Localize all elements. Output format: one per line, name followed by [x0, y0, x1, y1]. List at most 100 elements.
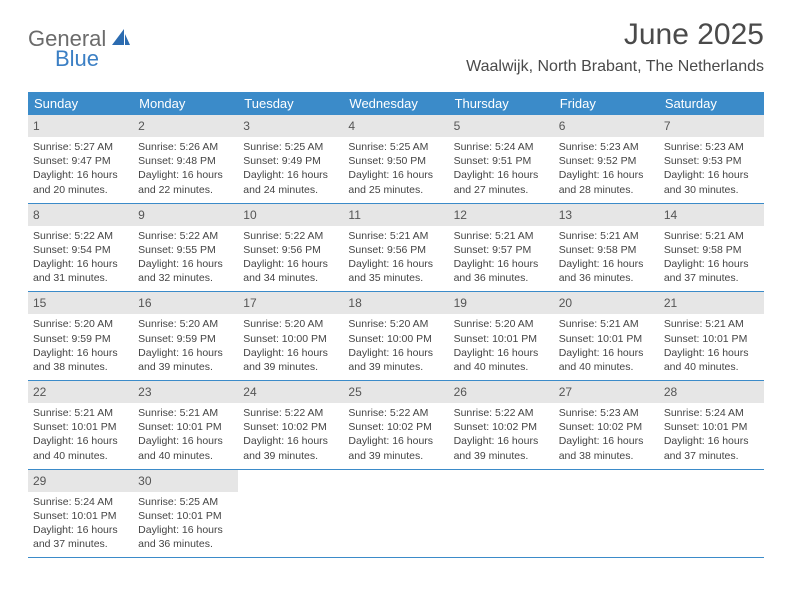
- day-number: 16: [138, 296, 151, 310]
- day-info-line: Daylight: 16 hours: [138, 346, 233, 360]
- day-info-line: and 31 minutes.: [33, 271, 128, 285]
- day-info-line: and 37 minutes.: [664, 449, 759, 463]
- day-info-line: Sunset: 9:58 PM: [559, 243, 654, 257]
- day-number: 17: [243, 296, 256, 310]
- day-number-row: 13: [554, 204, 659, 226]
- day-info-line: and 39 minutes.: [243, 360, 338, 374]
- day-info-line: Sunrise: 5:22 AM: [33, 229, 128, 243]
- day-number: 2: [138, 119, 145, 133]
- logo: General Blue: [28, 26, 131, 52]
- day-number-row: 5: [449, 115, 554, 137]
- day-number-row: 14: [659, 204, 764, 226]
- day-info-line: and 24 minutes.: [243, 183, 338, 197]
- day-info-line: Daylight: 16 hours: [664, 434, 759, 448]
- day-cell: 13Sunrise: 5:21 AMSunset: 9:58 PMDayligh…: [554, 204, 659, 292]
- day-info-line: and 39 minutes.: [348, 360, 443, 374]
- day-number-row: 4: [343, 115, 448, 137]
- day-info-line: Sunset: 10:01 PM: [664, 420, 759, 434]
- day-info-line: Daylight: 16 hours: [138, 523, 233, 537]
- day-number: 8: [33, 208, 40, 222]
- day-info-line: and 35 minutes.: [348, 271, 443, 285]
- day-cell: 20Sunrise: 5:21 AMSunset: 10:01 PMDaylig…: [554, 292, 659, 380]
- day-number: 7: [664, 119, 671, 133]
- day-info-line: Sunset: 9:52 PM: [559, 154, 654, 168]
- weekday-header: Friday: [554, 92, 659, 115]
- day-info-line: and 38 minutes.: [559, 449, 654, 463]
- day-cell: 4Sunrise: 5:25 AMSunset: 9:50 PMDaylight…: [343, 115, 448, 203]
- day-info-line: Sunset: 9:59 PM: [138, 332, 233, 346]
- day-info-line: Sunset: 10:02 PM: [348, 420, 443, 434]
- day-info-line: Daylight: 16 hours: [348, 257, 443, 271]
- day-info-line: and 36 minutes.: [454, 271, 549, 285]
- day-info-line: and 37 minutes.: [664, 271, 759, 285]
- header: General Blue June 2025 Waalwijk, North B…: [0, 0, 792, 82]
- day-info-line: and 39 minutes.: [138, 360, 233, 374]
- day-cell: 2Sunrise: 5:26 AMSunset: 9:48 PMDaylight…: [133, 115, 238, 203]
- day-info-line: Sunset: 10:02 PM: [454, 420, 549, 434]
- day-number-row: 12: [449, 204, 554, 226]
- logo-text-blue: Blue: [55, 46, 99, 72]
- day-number-row: 29: [28, 470, 133, 492]
- day-number: 5: [454, 119, 461, 133]
- day-number-row: 19: [449, 292, 554, 314]
- week-row: 8Sunrise: 5:22 AMSunset: 9:54 PMDaylight…: [28, 204, 764, 293]
- weekday-header: Monday: [133, 92, 238, 115]
- day-cell-empty: [238, 470, 343, 558]
- week-row: 22Sunrise: 5:21 AMSunset: 10:01 PMDaylig…: [28, 381, 764, 470]
- day-number: 10: [243, 208, 256, 222]
- day-number: 23: [138, 385, 151, 399]
- day-info-line: and 40 minutes.: [559, 360, 654, 374]
- day-number: 12: [454, 208, 467, 222]
- day-info-line: Sunrise: 5:23 AM: [559, 140, 654, 154]
- day-cell: 1Sunrise: 5:27 AMSunset: 9:47 PMDaylight…: [28, 115, 133, 203]
- day-number-row: 30: [133, 470, 238, 492]
- day-info-line: Daylight: 16 hours: [138, 257, 233, 271]
- day-info-line: Daylight: 16 hours: [348, 434, 443, 448]
- day-info-line: Sunrise: 5:20 AM: [348, 317, 443, 331]
- month-title: June 2025: [466, 18, 764, 52]
- day-number: 14: [664, 208, 677, 222]
- day-info-line: Sunset: 10:01 PM: [454, 332, 549, 346]
- day-cell: 5Sunrise: 5:24 AMSunset: 9:51 PMDaylight…: [449, 115, 554, 203]
- day-number-row: 27: [554, 381, 659, 403]
- day-info-line: Sunset: 9:48 PM: [138, 154, 233, 168]
- day-info-line: Daylight: 16 hours: [454, 346, 549, 360]
- day-info-line: Daylight: 16 hours: [559, 168, 654, 182]
- day-info-line: and 37 minutes.: [33, 537, 128, 551]
- day-cell: 24Sunrise: 5:22 AMSunset: 10:02 PMDaylig…: [238, 381, 343, 469]
- day-cell: 3Sunrise: 5:25 AMSunset: 9:49 PMDaylight…: [238, 115, 343, 203]
- day-cell: 10Sunrise: 5:22 AMSunset: 9:56 PMDayligh…: [238, 204, 343, 292]
- day-number: 13: [559, 208, 572, 222]
- day-number-row: 25: [343, 381, 448, 403]
- day-number-row: 3: [238, 115, 343, 137]
- day-info-line: Sunrise: 5:21 AM: [138, 406, 233, 420]
- day-info-line: and 20 minutes.: [33, 183, 128, 197]
- day-info-line: Sunrise: 5:21 AM: [454, 229, 549, 243]
- day-cell: 16Sunrise: 5:20 AMSunset: 9:59 PMDayligh…: [133, 292, 238, 380]
- day-info-line: and 34 minutes.: [243, 271, 338, 285]
- day-info-line: and 30 minutes.: [664, 183, 759, 197]
- day-info-line: Sunrise: 5:22 AM: [243, 229, 338, 243]
- day-info-line: Sunrise: 5:25 AM: [348, 140, 443, 154]
- day-info-line: Sunset: 10:01 PM: [33, 509, 128, 523]
- day-info-line: Sunrise: 5:21 AM: [664, 317, 759, 331]
- day-cell: 29Sunrise: 5:24 AMSunset: 10:01 PMDaylig…: [28, 470, 133, 558]
- day-cell: 22Sunrise: 5:21 AMSunset: 10:01 PMDaylig…: [28, 381, 133, 469]
- day-number-row: 2: [133, 115, 238, 137]
- day-info-line: Sunrise: 5:27 AM: [33, 140, 128, 154]
- day-number: 25: [348, 385, 361, 399]
- day-info-line: Sunset: 10:02 PM: [559, 420, 654, 434]
- day-info-line: Daylight: 16 hours: [559, 257, 654, 271]
- week-row: 29Sunrise: 5:24 AMSunset: 10:01 PMDaylig…: [28, 470, 764, 559]
- day-number-row: 10: [238, 204, 343, 226]
- day-info-line: and 39 minutes.: [348, 449, 443, 463]
- day-info-line: Sunrise: 5:21 AM: [33, 406, 128, 420]
- day-info-line: Daylight: 16 hours: [33, 168, 128, 182]
- day-info-line: and 40 minutes.: [664, 360, 759, 374]
- day-info-line: Sunset: 10:00 PM: [348, 332, 443, 346]
- day-info-line: Sunset: 9:59 PM: [33, 332, 128, 346]
- day-cell: 11Sunrise: 5:21 AMSunset: 9:56 PMDayligh…: [343, 204, 448, 292]
- day-number-row: 22: [28, 381, 133, 403]
- day-number-row: 1: [28, 115, 133, 137]
- day-cell: 9Sunrise: 5:22 AMSunset: 9:55 PMDaylight…: [133, 204, 238, 292]
